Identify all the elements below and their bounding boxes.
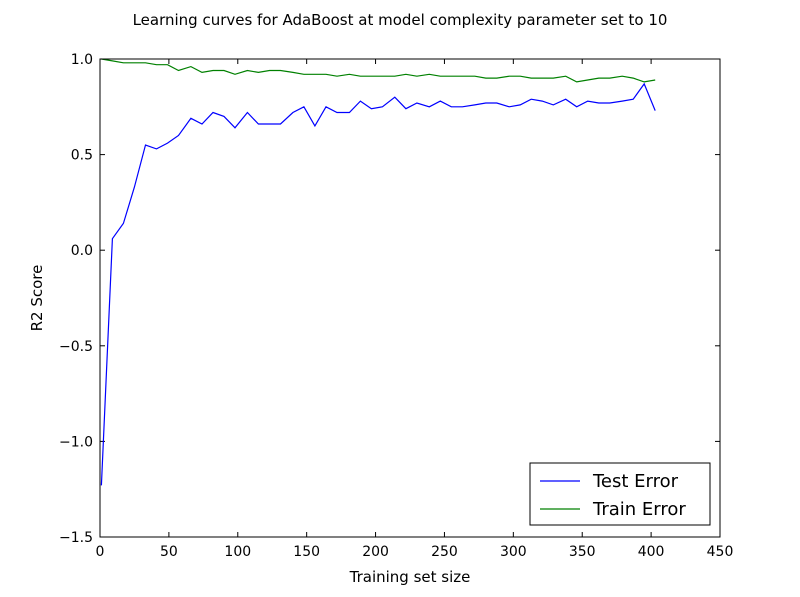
series-line-test-error (100, 82, 656, 486)
series-lines (100, 58, 656, 486)
y-tick-label: −1.5 (59, 530, 93, 546)
plot-area (100, 59, 720, 537)
y-tick-label: 0.0 (71, 243, 93, 259)
series-line-train-error (101, 58, 656, 83)
x-tick-label: 400 (638, 544, 665, 560)
x-tick-label: 200 (362, 544, 389, 560)
y-tick-label: 0.5 (71, 148, 93, 164)
y-tick-label: −1.0 (59, 434, 93, 450)
y-axis-ticks: −1.5 −1.0 −0.5 0.0 0.5 1.0 (59, 52, 720, 546)
plot-frame (99, 58, 721, 538)
y-tick-label: 1.0 (71, 52, 93, 68)
legend-items: Test Error Train Error (540, 471, 686, 520)
legend: Test Error Train Error (529, 462, 711, 526)
chart-title: Learning curves for AdaBoost at model co… (133, 11, 668, 29)
x-axis-label: Training set size (349, 568, 471, 586)
x-tick-label: 50 (160, 544, 178, 560)
y-axis-label: R2 Score (28, 265, 46, 332)
x-tick-label: 300 (500, 544, 527, 560)
legend-label-test-error: Test Error (592, 471, 679, 492)
x-tick-label: 350 (569, 544, 596, 560)
x-axis-ticks: 0 50 100 150 200 250 300 350 400 450 (96, 59, 734, 560)
legend-label-train-error: Train Error (592, 499, 686, 520)
y-tick-label: −0.5 (59, 339, 93, 355)
x-tick-label: 250 (431, 544, 458, 560)
x-tick-label: 100 (224, 544, 251, 560)
legend-box (529, 462, 711, 526)
x-tick-label: 450 (707, 544, 734, 560)
x-tick-label: 150 (293, 544, 320, 560)
x-tick-label: 0 (96, 544, 105, 560)
